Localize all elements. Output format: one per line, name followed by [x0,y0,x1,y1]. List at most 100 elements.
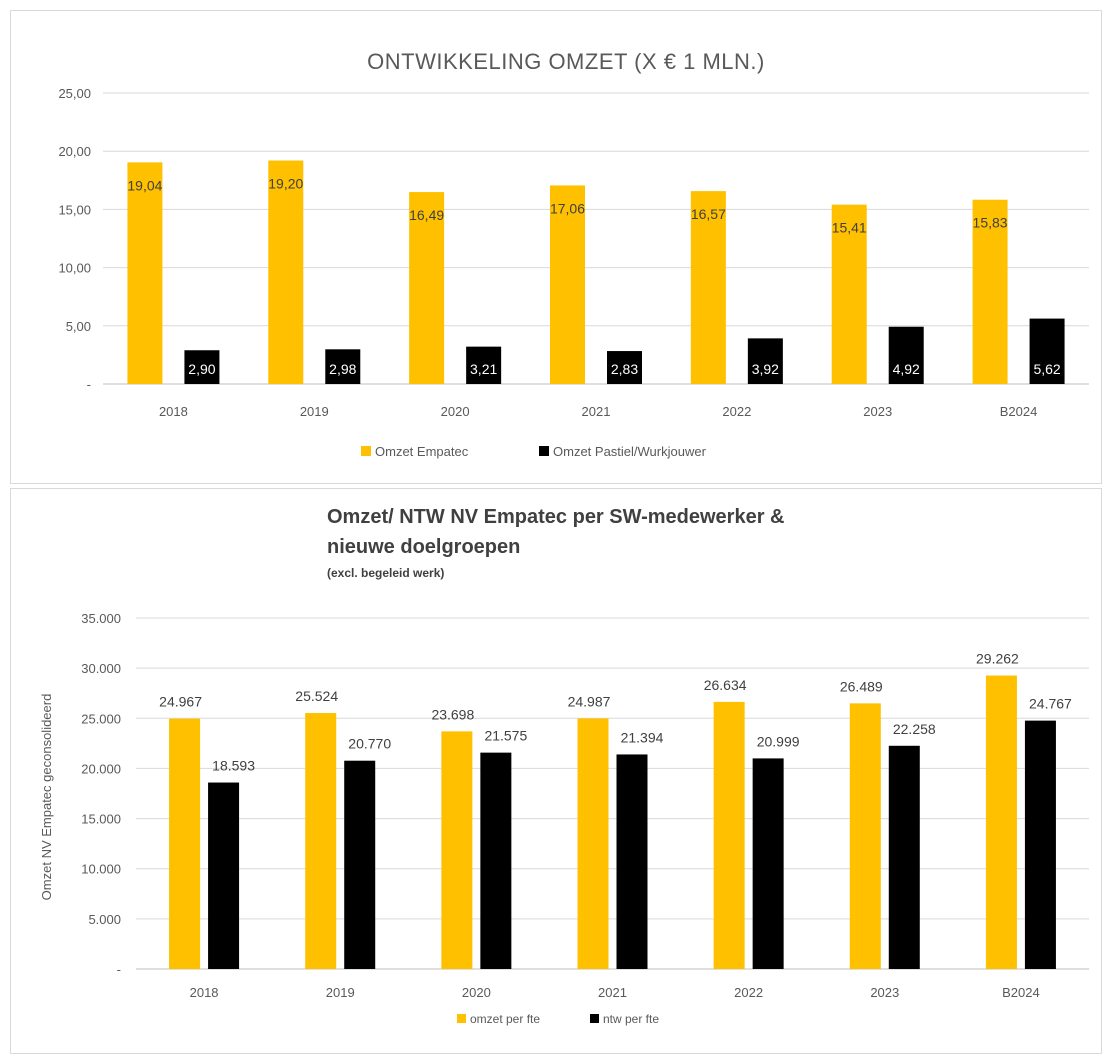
data-label-omzet-pastiel-wurkjouwer-2021: 2,83 [611,361,638,377]
bar-ntw-per-fte-b2024 [1024,720,1056,969]
y-tick-label: - [87,377,91,392]
x-tick-label: 2018 [159,404,188,419]
bar-omzet-pastiel-wurkjouwer-b2024 [1029,318,1065,384]
per-fte-chart: Omzet/ NTW NV Empatec per SW-medewerker … [39,506,1089,1026]
bar-omzet-empatec-2021 [550,185,585,384]
bar-omzet-pastiel-wurkjouwer-2019 [325,349,361,384]
data-label-omzet-empatec-2021: 17,06 [550,200,585,216]
bar-omzet-empatec-2023 [831,204,867,384]
legend-label-omzet-pastiel: Omzet Pastiel/Wurkjouwer [553,444,707,459]
x-tick-label: 2022 [722,404,751,419]
bar-ntw-per-fte-2023 [888,745,920,969]
bar-omzet-per-fte-b2024 [985,675,1017,969]
data-label-ntw-per-fte-2020: 21.575 [484,728,527,744]
bar-ntw-per-fte-2021 [616,754,648,969]
data-label-ntw-per-fte-2019: 20.770 [348,736,391,752]
y-tick-label: 5,00 [66,319,91,334]
chart-legend: Omzet Empatec Omzet Pastiel/Wurkjouwer [361,444,707,459]
bar-ntw-per-fte-2020 [480,752,512,969]
y-tick-label: 20,00 [58,144,91,159]
bar-ntw-per-fte-2019 [344,760,376,969]
bar-omzet-per-fte-2018 [169,718,201,969]
x-tick-label: 2019 [300,404,329,419]
y-tick-label: 20.000 [81,761,121,776]
x-tick-label: 2022 [734,985,763,1000]
x-tick-label: 2020 [462,985,491,1000]
bar-omzet-per-fte-2019 [305,713,337,969]
y-tick-label: 25.000 [81,711,121,726]
chart-title: ONTWIKKELING OMZET (X € 1 MLN.) [367,49,765,74]
bar-omzet-pastiel-wurkjouwer-2022 [747,338,783,384]
x-tick-label: 2023 [870,985,899,1000]
legend-label-omzet-per-fte: omzet per fte [470,1012,540,1026]
data-label-omzet-empatec-b2024: 15,83 [973,215,1008,231]
data-label-ntw-per-fte-2018: 18.593 [212,758,255,774]
data-label-omzet-empatec-2020: 16,49 [409,207,444,223]
y-tick-label: 5.000 [88,912,121,927]
data-label-omzet-empatec-2019: 19,20 [268,176,303,192]
legend-swatch-omzet-empatec [361,446,371,456]
bar-omzet-pastiel-wurkjouwer-2018 [184,350,220,384]
y-tick-label: 10.000 [81,862,121,877]
x-tick-label: 2023 [863,404,892,419]
data-label-ntw-per-fte-2022: 20.999 [757,733,800,749]
bar-omzet-empatec-2018 [127,162,163,384]
data-label-omzet-per-fte-2020: 23.698 [431,706,474,722]
data-label-omzet-per-fte-2023: 26.489 [840,678,883,694]
bar-omzet-empatec-2022 [690,191,726,384]
legend-swatch-omzet-pastiel [539,446,549,456]
chart-title-line-1: Omzet/ NTW NV Empatec per SW-medewerker … [327,506,785,528]
data-label-omzet-per-fte-b2024: 29.262 [976,651,1019,667]
chart-title-line-2: nieuwe doelgroepen [327,536,520,558]
bar-omzet-pastiel-wurkjouwer-2020 [466,346,502,384]
revenue-chart: ONTWIKKELING OMZET (X € 1 MLN.) - 5,00 10,… [58,49,1089,459]
x-tick-label: 2021 [598,985,627,1000]
bar-omzet-empatec-b2024 [972,199,1008,384]
legend-label-ntw-per-fte: ntw per fte [603,1012,659,1026]
legend-label-omzet-empatec: Omzet Empatec [375,444,469,459]
bar-omzet-pastiel-wurkjouwer-2021 [607,351,642,384]
y-tick-label: 15.000 [81,812,121,827]
bar-omzet-per-fte-2022 [713,701,745,969]
y-tick-label: - [117,962,121,977]
y-tick-label: 10,00 [58,261,91,276]
y-axis-label: Omzet NV Empatec geconsolideerd [39,694,54,901]
x-tick-label: 2021 [582,404,611,419]
data-label-omzet-empatec-2018: 19,04 [127,177,162,193]
bar-ntw-per-fte-2018 [208,782,240,969]
x-tick-label: 2018 [190,985,219,1000]
bar-omzet-empatec-2020 [409,192,445,384]
data-label-omzet-per-fte-2018: 24.967 [159,694,202,710]
data-label-omzet-empatec-2023: 15,41 [832,220,867,236]
bar-omzet-pastiel-wurkjouwer-2023 [888,326,924,384]
chart-subtitle: (excl. begeleid werk) [327,566,444,580]
data-label-omzet-pastiel-wurkjouwer-2023: 4,92 [893,361,920,377]
legend-swatch-ntw-per-fte [590,1014,599,1023]
bar-omzet-per-fte-2021 [577,718,609,969]
data-label-omzet-pastiel-wurkjouwer-2022: 3,92 [752,361,779,377]
data-label-omzet-pastiel-wurkjouwer-2019: 2,98 [329,361,356,377]
bar-omzet-per-fte-2023 [849,703,881,969]
x-tick-label: B2024 [1002,985,1040,1000]
revenue-chart-panel: ONTWIKKELING OMZET (X € 1 MLN.) - 5,00 10,… [10,10,1102,484]
x-tick-label: 2020 [441,404,470,419]
x-tick-label: B2024 [1000,404,1038,419]
chart-legend: omzet per fte ntw per fte [457,1012,659,1026]
data-label-omzet-pastiel-wurkjouwer-2020: 3,21 [470,361,497,377]
y-tick-label: 15,00 [58,202,91,217]
bar-omzet-per-fte-2020 [441,731,473,969]
data-label-omzet-pastiel-wurkjouwer-b2024: 5,62 [1033,361,1060,377]
y-tick-label: 25,00 [58,86,91,101]
data-label-omzet-pastiel-wurkjouwer-2018: 2,90 [188,361,215,377]
bar-ntw-per-fte-2022 [752,758,784,969]
data-label-ntw-per-fte-2021: 21.394 [621,729,664,745]
data-label-omzet-empatec-2022: 16,57 [691,206,726,222]
data-label-omzet-per-fte-2019: 25.524 [295,688,338,704]
data-label-omzet-per-fte-2021: 24.987 [568,693,611,709]
x-tick-label: 2019 [326,985,355,1000]
data-label-omzet-per-fte-2022: 26.634 [704,677,747,693]
bar-omzet-empatec-2019 [268,160,304,384]
y-tick-label: 30.000 [81,661,121,676]
per-fte-chart-panel: Omzet/ NTW NV Empatec per SW-medewerker … [10,488,1102,1054]
y-tick-label: 35.000 [81,611,121,626]
